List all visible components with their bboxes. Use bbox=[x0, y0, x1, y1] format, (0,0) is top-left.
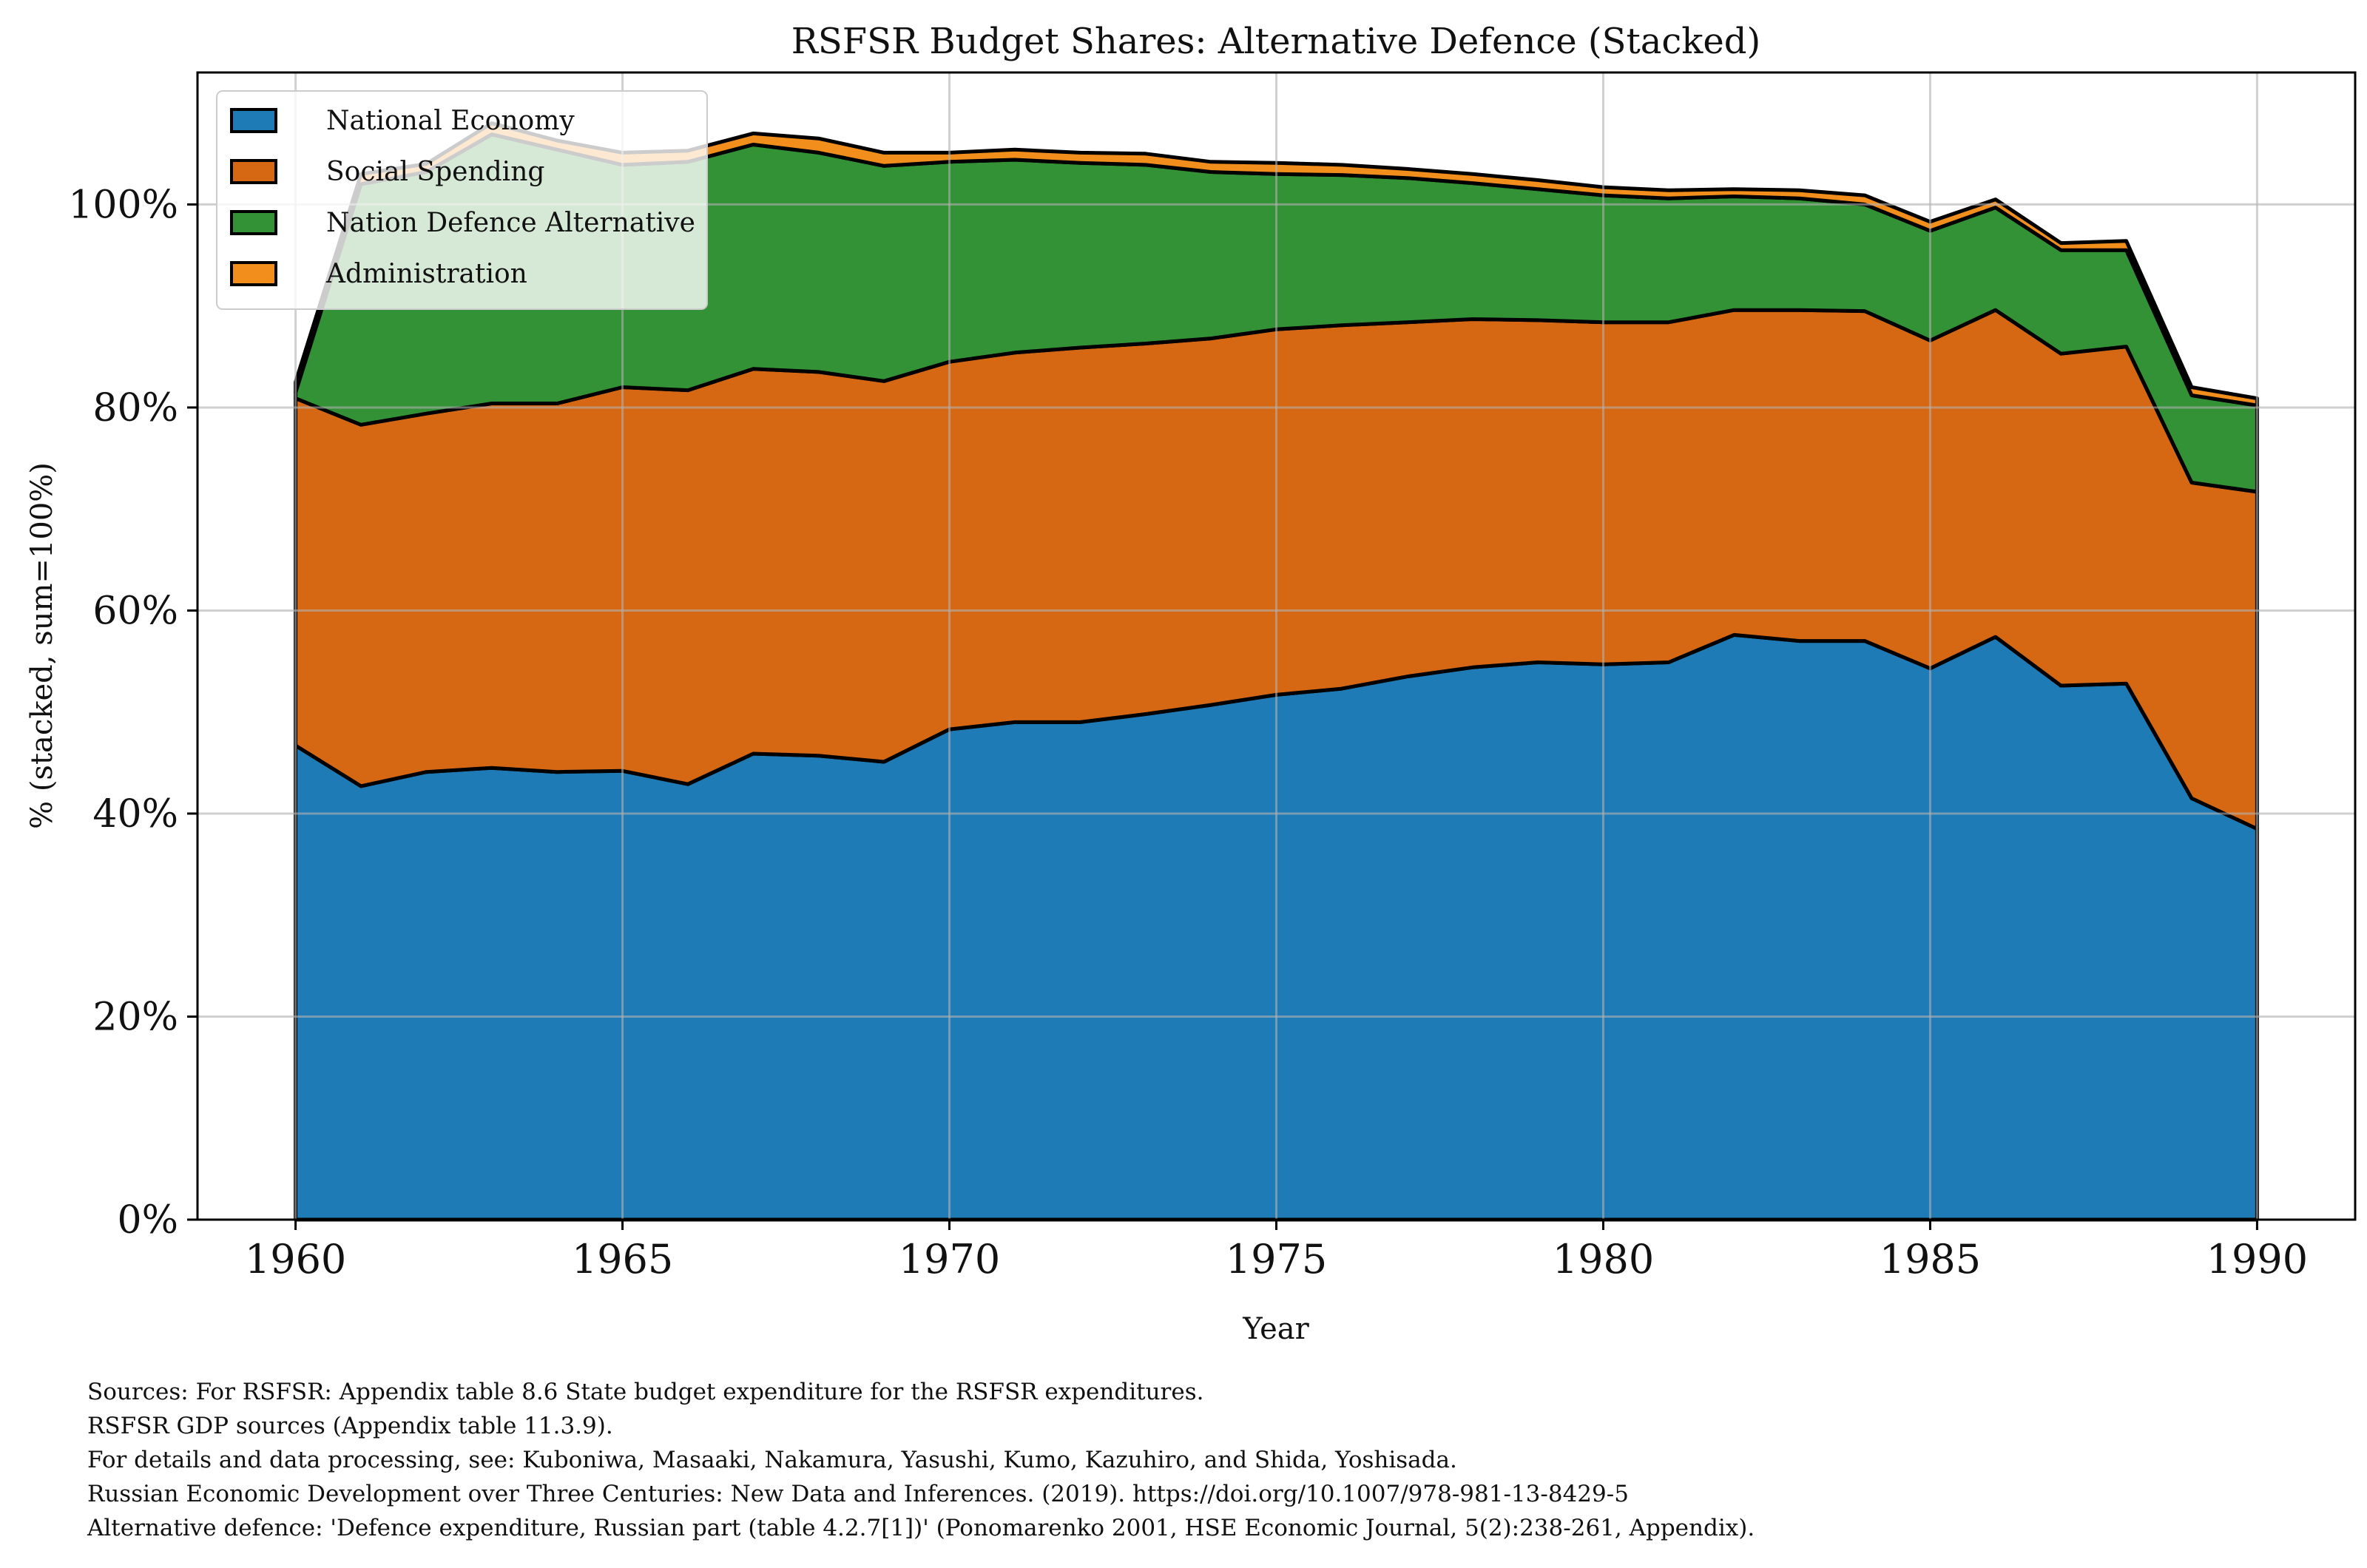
y-axis-ticks: 0% 20% 40% 60% 80% 100% bbox=[68, 183, 197, 1243]
x-tick-label: 1970 bbox=[899, 1236, 1000, 1283]
y-axis-label: % (stacked, sum=100%) bbox=[25, 462, 59, 829]
legend-label: National Economy bbox=[326, 106, 575, 136]
footer-line: For details and data processing, see: Ku… bbox=[87, 1447, 1457, 1473]
y-tick-label: 100% bbox=[68, 183, 178, 227]
legend-swatch bbox=[230, 261, 277, 286]
y-tick-label: 40% bbox=[92, 792, 178, 837]
y-tick-label: 0% bbox=[118, 1198, 179, 1243]
x-tick-label: 1975 bbox=[1226, 1236, 1327, 1283]
footer-line: RSFSR GDP sources (Appendix table 11.3.9… bbox=[87, 1413, 613, 1439]
footer-line: Sources: For RSFSR: Appendix table 8.6 S… bbox=[87, 1379, 1203, 1405]
x-tick-label: 1985 bbox=[1880, 1236, 1981, 1283]
footer-line: Russian Economic Development over Three … bbox=[87, 1481, 1629, 1507]
x-axis-ticks: 1960 1965 1970 1975 1980 1985 1990 bbox=[245, 1220, 2308, 1283]
x-tick-label: 1990 bbox=[2206, 1236, 2308, 1283]
x-tick-label: 1965 bbox=[572, 1236, 673, 1283]
legend-label: Administration bbox=[325, 259, 527, 289]
legend-swatch bbox=[230, 159, 277, 184]
legend: National Economy Social Spending Nation De… bbox=[216, 90, 708, 310]
chart-title: RSFSR Budget Shares: Alternative Defence… bbox=[791, 21, 1761, 62]
legend-swatch bbox=[230, 108, 277, 133]
y-tick-label: 60% bbox=[92, 589, 178, 633]
x-axis-label: Year bbox=[1242, 1312, 1309, 1346]
y-tick-label: 80% bbox=[92, 386, 178, 430]
x-tick-label: 1960 bbox=[245, 1236, 346, 1283]
footer-line: Alternative defence: 'Defence expenditur… bbox=[87, 1515, 1755, 1541]
y-tick-label: 20% bbox=[92, 995, 178, 1039]
legend-label: Nation Defence Alternative bbox=[326, 208, 695, 238]
legend-swatch bbox=[230, 210, 277, 235]
source-notes: Sources: For RSFSR: Appendix table 8.6 S… bbox=[87, 1379, 1755, 1541]
legend-box bbox=[216, 90, 708, 310]
legend-label: Social Spending bbox=[326, 157, 544, 187]
x-tick-label: 1980 bbox=[1553, 1236, 1654, 1283]
